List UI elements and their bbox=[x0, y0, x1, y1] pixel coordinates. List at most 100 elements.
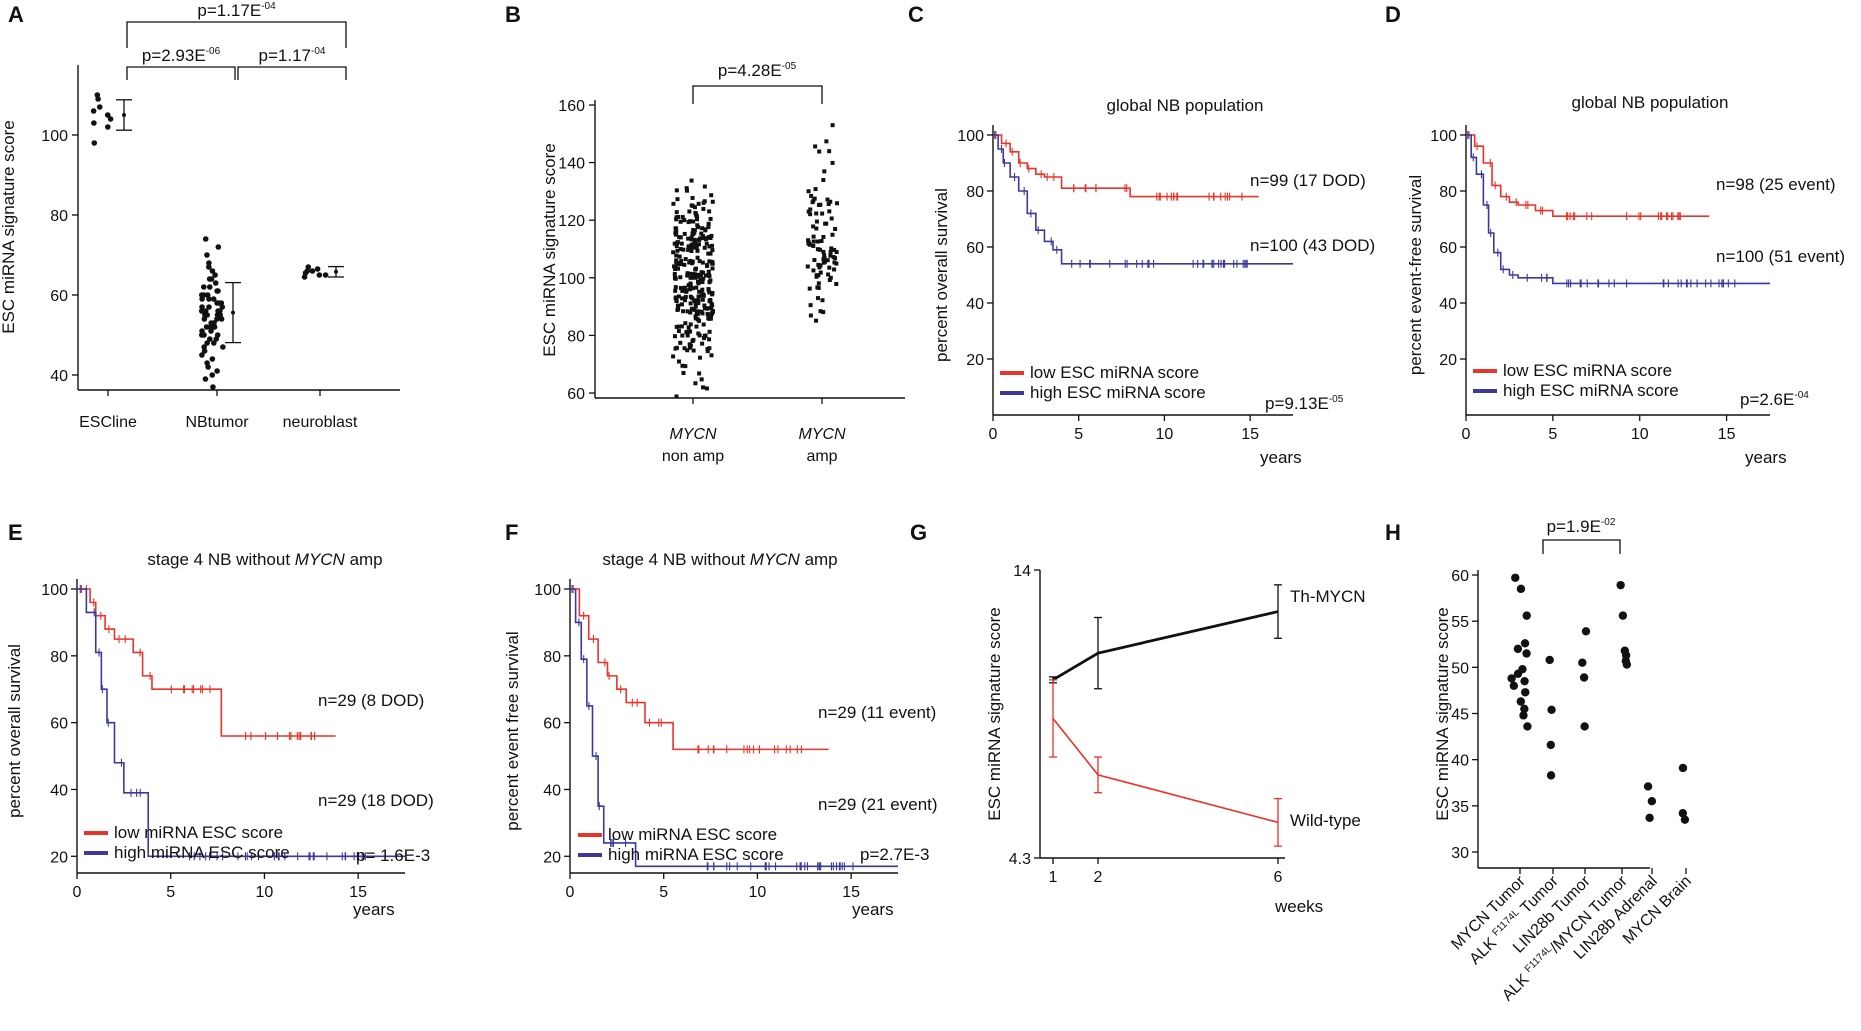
data-point bbox=[1545, 655, 1554, 665]
y-tick-label: 60 bbox=[567, 386, 585, 403]
mean-point bbox=[122, 113, 126, 117]
data-point bbox=[677, 254, 682, 259]
data-point bbox=[830, 160, 835, 165]
data-point bbox=[696, 298, 701, 303]
y-tick-label: 45 bbox=[1451, 707, 1469, 724]
data-point bbox=[674, 210, 679, 215]
x-tick-label: non amp bbox=[662, 448, 724, 465]
bracket-label-exponent: -05 bbox=[782, 61, 797, 72]
data-point bbox=[700, 236, 705, 241]
data-point bbox=[701, 270, 706, 275]
data-point bbox=[811, 224, 816, 229]
data-point bbox=[198, 308, 205, 314]
data-point bbox=[701, 206, 706, 211]
data-point bbox=[699, 231, 704, 236]
y-tick-label: 20 bbox=[1439, 352, 1457, 369]
y-tick-label: 30 bbox=[1451, 845, 1469, 862]
data-point bbox=[705, 262, 710, 267]
data-point bbox=[693, 304, 698, 309]
p-value: p=2.7E-3 bbox=[860, 845, 929, 864]
data-point bbox=[695, 279, 700, 284]
data-point bbox=[695, 255, 700, 260]
data-point bbox=[685, 273, 690, 278]
y-tick-label: 40 bbox=[1439, 296, 1457, 313]
significance-bracket bbox=[126, 66, 236, 80]
data-point bbox=[322, 272, 329, 278]
data-point bbox=[209, 356, 216, 362]
data-point bbox=[698, 273, 703, 278]
bracket-label-main: p=4.28E bbox=[718, 61, 782, 80]
data-point bbox=[700, 341, 705, 346]
x-tick-label: 0 bbox=[989, 426, 998, 443]
data-point bbox=[685, 333, 690, 338]
y-tick-label: 100 bbox=[558, 271, 585, 288]
data-point bbox=[212, 272, 218, 278]
data-point bbox=[1678, 763, 1688, 773]
data-point bbox=[679, 241, 684, 246]
data-point bbox=[814, 211, 819, 216]
data-point bbox=[817, 149, 822, 154]
panel-b: B 60 80 100 120 140 160 ESC miRNA signature sco… bbox=[505, 2, 905, 465]
data-point bbox=[805, 264, 810, 269]
data-point bbox=[683, 257, 688, 262]
data-point bbox=[675, 197, 680, 202]
data-point bbox=[682, 218, 687, 223]
data-point bbox=[697, 355, 702, 360]
bracket-label-exponent: -04 bbox=[311, 46, 326, 57]
data-point bbox=[201, 316, 208, 322]
data-point bbox=[212, 280, 219, 286]
survival-curve-red bbox=[77, 588, 336, 737]
significance-bracket bbox=[237, 66, 347, 80]
data-point bbox=[684, 330, 689, 335]
data-point bbox=[693, 381, 698, 386]
data-point bbox=[685, 309, 690, 314]
y-tick-label: 40 bbox=[543, 782, 561, 799]
data-point bbox=[806, 209, 811, 214]
data-point bbox=[816, 202, 821, 207]
data-point bbox=[671, 250, 676, 255]
data-point bbox=[702, 306, 707, 311]
data-point bbox=[695, 214, 700, 219]
data-point bbox=[696, 274, 701, 279]
panel-label: G bbox=[910, 520, 927, 545]
data-point bbox=[687, 345, 692, 350]
data-point bbox=[696, 201, 701, 206]
data-point bbox=[827, 149, 832, 154]
y-tick-label: 60 bbox=[966, 240, 984, 257]
panel-h: H 30 35 40 45 50 55 60 ESC miRNA signature score… bbox=[1385, 517, 1695, 1004]
data-point bbox=[674, 324, 679, 329]
bracket-label-main: p=1.17 bbox=[259, 46, 311, 65]
data-point bbox=[1645, 813, 1654, 823]
data-point bbox=[827, 209, 832, 214]
data-point bbox=[689, 248, 694, 253]
data-point bbox=[309, 268, 316, 274]
y-tick-label: 20 bbox=[966, 352, 984, 369]
chart-title: global NB population bbox=[1107, 96, 1264, 115]
data-point bbox=[1520, 639, 1530, 648]
data-point bbox=[314, 266, 321, 272]
significance-bracket bbox=[1542, 539, 1621, 554]
data-point bbox=[208, 328, 214, 334]
data-point bbox=[199, 296, 205, 302]
x-tick-label: 0 bbox=[73, 884, 82, 901]
data-point bbox=[676, 329, 681, 334]
data-point bbox=[815, 239, 820, 244]
data-point bbox=[826, 201, 831, 206]
data-point bbox=[814, 274, 819, 279]
panel-label: E bbox=[8, 520, 23, 545]
data-point bbox=[674, 232, 679, 237]
y-axis-label: ESC miRNA signature score bbox=[1433, 607, 1452, 821]
data-point bbox=[708, 316, 713, 321]
data-point bbox=[214, 316, 220, 322]
data-point bbox=[832, 267, 837, 272]
data-point bbox=[690, 286, 695, 291]
bracket-label-main: p=1.17E bbox=[197, 1, 261, 20]
legend-label: low ESC miRNA score bbox=[1030, 363, 1199, 382]
data-point bbox=[812, 257, 817, 262]
bracket-label-main: p=2.93E bbox=[142, 46, 206, 65]
data-point bbox=[204, 340, 210, 346]
data-point bbox=[688, 275, 693, 280]
legend-label: low miRNA ESC score bbox=[114, 823, 283, 842]
mean-point bbox=[231, 310, 235, 315]
